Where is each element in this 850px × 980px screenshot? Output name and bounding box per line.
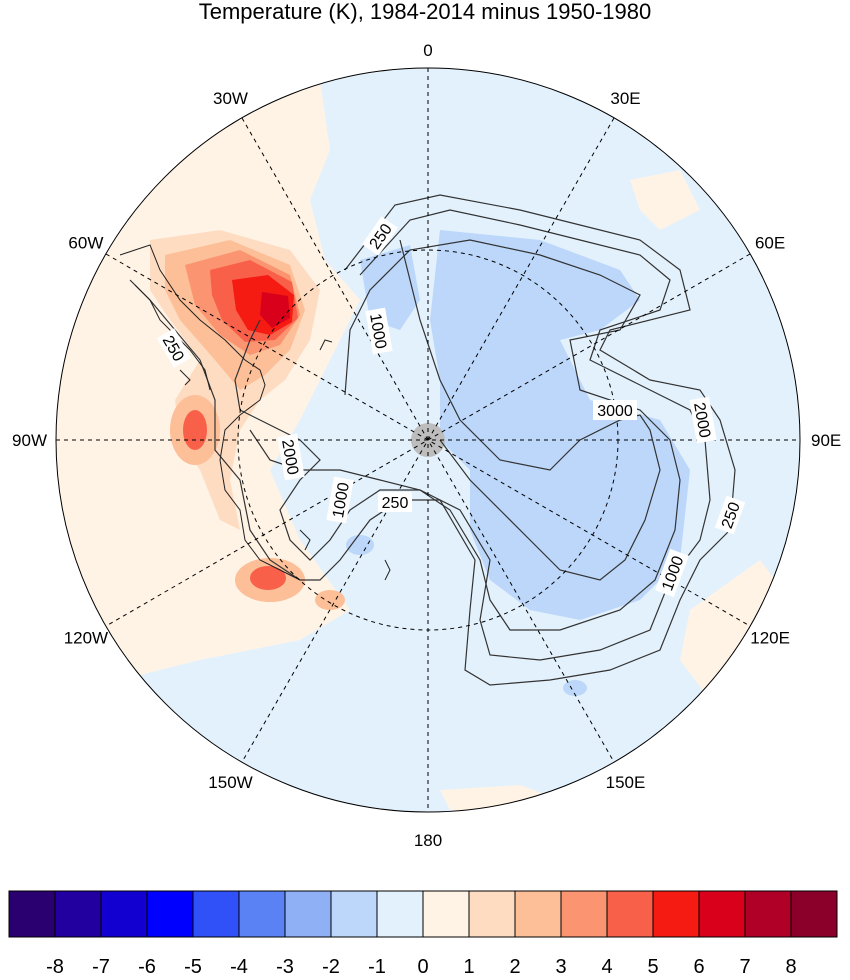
colorbar-box — [652, 890, 700, 938]
colorbar-tick-label: -4 — [230, 956, 248, 978]
colorbar-tick-label: 8 — [785, 956, 796, 978]
contour-1000 — [234, 209, 711, 661]
colorbar-tick-label: 0 — [417, 956, 428, 978]
longitude-label-30e: 30E — [610, 89, 640, 108]
colorbar-box — [100, 890, 148, 938]
contour-label-1000: 1000 — [366, 312, 389, 350]
colorbar-tick-label: -6 — [138, 956, 156, 978]
warm-anomaly-spot — [315, 590, 345, 610]
cold-anomaly-region — [360, 245, 420, 330]
colorbar-tick-label: 6 — [693, 956, 704, 978]
longitude-label-150w: 150W — [208, 773, 252, 792]
longitude-label-60w: 60W — [68, 234, 103, 253]
contour-label-1000: 1000 — [330, 481, 353, 519]
longitude-label-150e: 150E — [606, 773, 646, 792]
colorbar-box — [744, 890, 792, 938]
colorbar-box — [560, 890, 608, 938]
colorbar: -8 -7 -6 -5 -4 -3 -2 -1 0 1 2 3 4 5 6 7 8 — [8, 890, 838, 978]
colorbar-tick-label: -2 — [322, 956, 340, 978]
colorbar-box — [514, 890, 562, 938]
warm-anomaly-spot — [183, 410, 207, 450]
colorbar-tick-label: -3 — [276, 956, 294, 978]
colorbar-tick-label: 4 — [601, 956, 612, 978]
colorbar-tick-label: 3 — [555, 956, 566, 978]
colorbar-box — [284, 890, 332, 938]
colorbar-tick-label: 7 — [739, 956, 750, 978]
warm-anomaly-spot — [250, 566, 286, 590]
cold-anomaly-spot — [563, 680, 587, 696]
colorbar-tick-label: -8 — [46, 956, 64, 978]
colorbar-tick-label: -5 — [184, 956, 202, 978]
longitude-label-0: 0 — [423, 41, 432, 60]
longitude-label-90e: 90E — [811, 431, 841, 450]
colorbar-tick-label: 1 — [463, 956, 474, 978]
contour-label-3000: 3000 — [597, 403, 633, 420]
colorbar-box — [8, 890, 56, 938]
cold-anomaly-spot — [346, 535, 374, 555]
warm-anomaly-patch — [630, 170, 700, 230]
contour-2000 — [249, 239, 681, 631]
colorbar-tick-label: 5 — [647, 956, 658, 978]
colorbar-box — [376, 890, 424, 938]
colorbar-box — [146, 890, 194, 938]
colorbar-box — [790, 890, 838, 938]
meridian-line — [105, 253, 751, 627]
longitude-label-60e: 60E — [755, 234, 785, 253]
graticule — [56, 68, 800, 812]
colorbar-box — [468, 890, 516, 938]
colorbar-box — [422, 890, 470, 938]
longitude-label-120w: 120W — [64, 629, 108, 648]
colorbar-box — [192, 890, 240, 938]
contour-250 — [129, 194, 736, 686]
longitude-label-120e: 120E — [750, 629, 790, 648]
map-title: Temperature (K), 1984-2014 minus 1950-19… — [198, 0, 652, 24]
colorbar-box — [698, 890, 746, 938]
colorbar-tick-label: 2 — [509, 956, 520, 978]
warm-anomaly-patch — [200, 120, 250, 160]
longitude-label-30w: 30W — [213, 89, 248, 108]
map-boundary — [55, 67, 801, 813]
polar-stereographic-map: 250 250 1000 2000 1000 250 — [12, 41, 841, 850]
contour-3000 — [399, 239, 661, 581]
contour-label-2000: 2000 — [278, 438, 301, 476]
longitude-labels: 0 30E 60E 90E 120E 150E 180 150W 120W 90W 60W 30W — [12, 41, 841, 850]
colorbar-box — [606, 890, 654, 938]
colorbar-box — [238, 890, 286, 938]
longitude-label-180: 180 — [414, 831, 442, 850]
cold-anomaly-region — [430, 230, 690, 620]
colorbar-tick-label: -7 — [92, 956, 110, 978]
colorbar-box — [54, 890, 102, 938]
colorbar-box — [330, 890, 378, 938]
colorbar-tick-label: -1 — [368, 956, 386, 978]
warm-anomaly-core — [260, 292, 290, 328]
contour-label-250: 250 — [382, 495, 409, 512]
longitude-label-90w: 90W — [12, 431, 47, 450]
topography-contours — [129, 194, 736, 686]
contour-label-2000: 2000 — [690, 401, 713, 439]
